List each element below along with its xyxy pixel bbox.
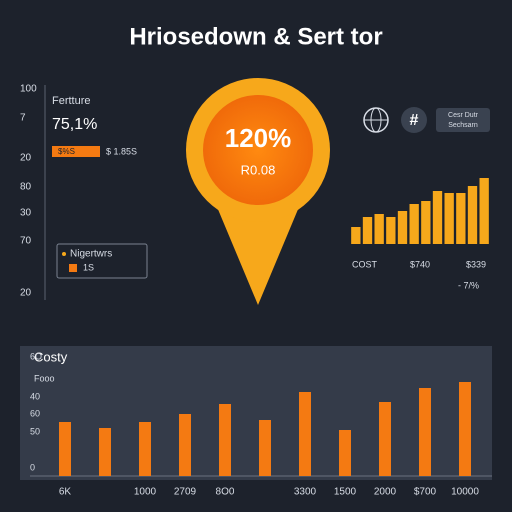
hash-glyph: # bbox=[410, 112, 419, 129]
bar bbox=[409, 204, 419, 244]
axis-label: 20 bbox=[20, 153, 32, 164]
pin: 120% R0.08 bbox=[186, 78, 330, 305]
bar bbox=[397, 211, 408, 244]
x-tick-label: 2709 bbox=[174, 487, 197, 498]
bar bbox=[339, 430, 351, 476]
pin-small-text: R0.08 bbox=[241, 162, 276, 177]
label: - 7/% bbox=[458, 280, 479, 290]
legend-dot bbox=[62, 252, 66, 256]
label: COST bbox=[352, 259, 378, 269]
x-tick-label: 3300 bbox=[294, 487, 317, 498]
pin-inner bbox=[203, 95, 313, 205]
bar bbox=[379, 402, 391, 476]
x-tick-label: 6K bbox=[59, 487, 72, 498]
bar bbox=[99, 428, 111, 476]
x-tick-label: 1500 bbox=[334, 487, 357, 498]
x-tick-label: 1000 bbox=[134, 487, 157, 498]
hash-icon bbox=[401, 107, 427, 133]
bar bbox=[179, 414, 191, 476]
axis-label: 6O bbox=[30, 351, 42, 361]
bar bbox=[432, 191, 443, 244]
bar bbox=[467, 186, 478, 244]
legend-item: 1S bbox=[83, 262, 94, 272]
legend-box bbox=[56, 243, 148, 279]
info-box bbox=[436, 108, 490, 132]
label: $339 bbox=[466, 259, 486, 269]
label: $740 bbox=[410, 259, 430, 269]
label: Fertture bbox=[52, 95, 91, 107]
bar bbox=[374, 214, 384, 244]
axis-label: 7 bbox=[20, 113, 26, 124]
axis-label: 60 bbox=[30, 408, 40, 418]
axis-label: 80 bbox=[20, 182, 32, 193]
x-tick-label: 8O0 bbox=[216, 487, 235, 498]
left-panel: Fertture 75,1% $%S $ 1.85S Nigertwrs 1S bbox=[44, 85, 148, 300]
bar bbox=[259, 420, 271, 476]
x-tick-label: 2000 bbox=[374, 487, 397, 498]
bottom-title: Costy bbox=[34, 349, 68, 364]
axis-label: 100 bbox=[20, 84, 37, 95]
bar bbox=[419, 388, 431, 476]
bar bbox=[299, 392, 311, 476]
axis-label: 30 bbox=[20, 208, 32, 219]
bar bbox=[479, 178, 489, 244]
bar-side-text: $ 1.85S bbox=[106, 146, 137, 156]
pin-tail bbox=[212, 195, 304, 305]
title: Hriosedown & Sert tor bbox=[129, 23, 382, 50]
axis-label: 20 bbox=[20, 288, 32, 299]
x-tick-label: 10000 bbox=[451, 487, 479, 498]
bar bbox=[59, 422, 71, 476]
bottom-subtitle: Fooo bbox=[34, 373, 55, 383]
value-text: 75,1% bbox=[52, 116, 97, 133]
legend-title: Nigertwrs bbox=[70, 249, 112, 260]
axis-label: 40 bbox=[30, 391, 40, 401]
bar bbox=[351, 227, 361, 244]
bar bbox=[139, 422, 151, 476]
legend-swatch bbox=[69, 264, 77, 272]
bar bbox=[459, 382, 471, 476]
orange-bar bbox=[52, 146, 100, 157]
pin-big-text: 120% bbox=[225, 123, 292, 153]
bar bbox=[362, 217, 373, 244]
bar bbox=[421, 201, 431, 244]
bar bbox=[456, 193, 466, 244]
bar bbox=[386, 217, 396, 244]
info-line: Sechsarn bbox=[448, 122, 478, 129]
axis-label: 70 bbox=[20, 236, 32, 247]
bar bbox=[444, 193, 454, 244]
axis-label: 50 bbox=[30, 426, 40, 436]
x-tick-label: $700 bbox=[414, 487, 437, 498]
bar-text: $%S bbox=[58, 147, 75, 156]
bottom-panel bbox=[20, 346, 492, 480]
bar bbox=[219, 404, 231, 476]
info-line: Cesr Dutr bbox=[448, 112, 479, 119]
icons: # Cesr Dutr Sechsarn bbox=[363, 107, 490, 133]
axis-label: 0 bbox=[30, 462, 35, 472]
